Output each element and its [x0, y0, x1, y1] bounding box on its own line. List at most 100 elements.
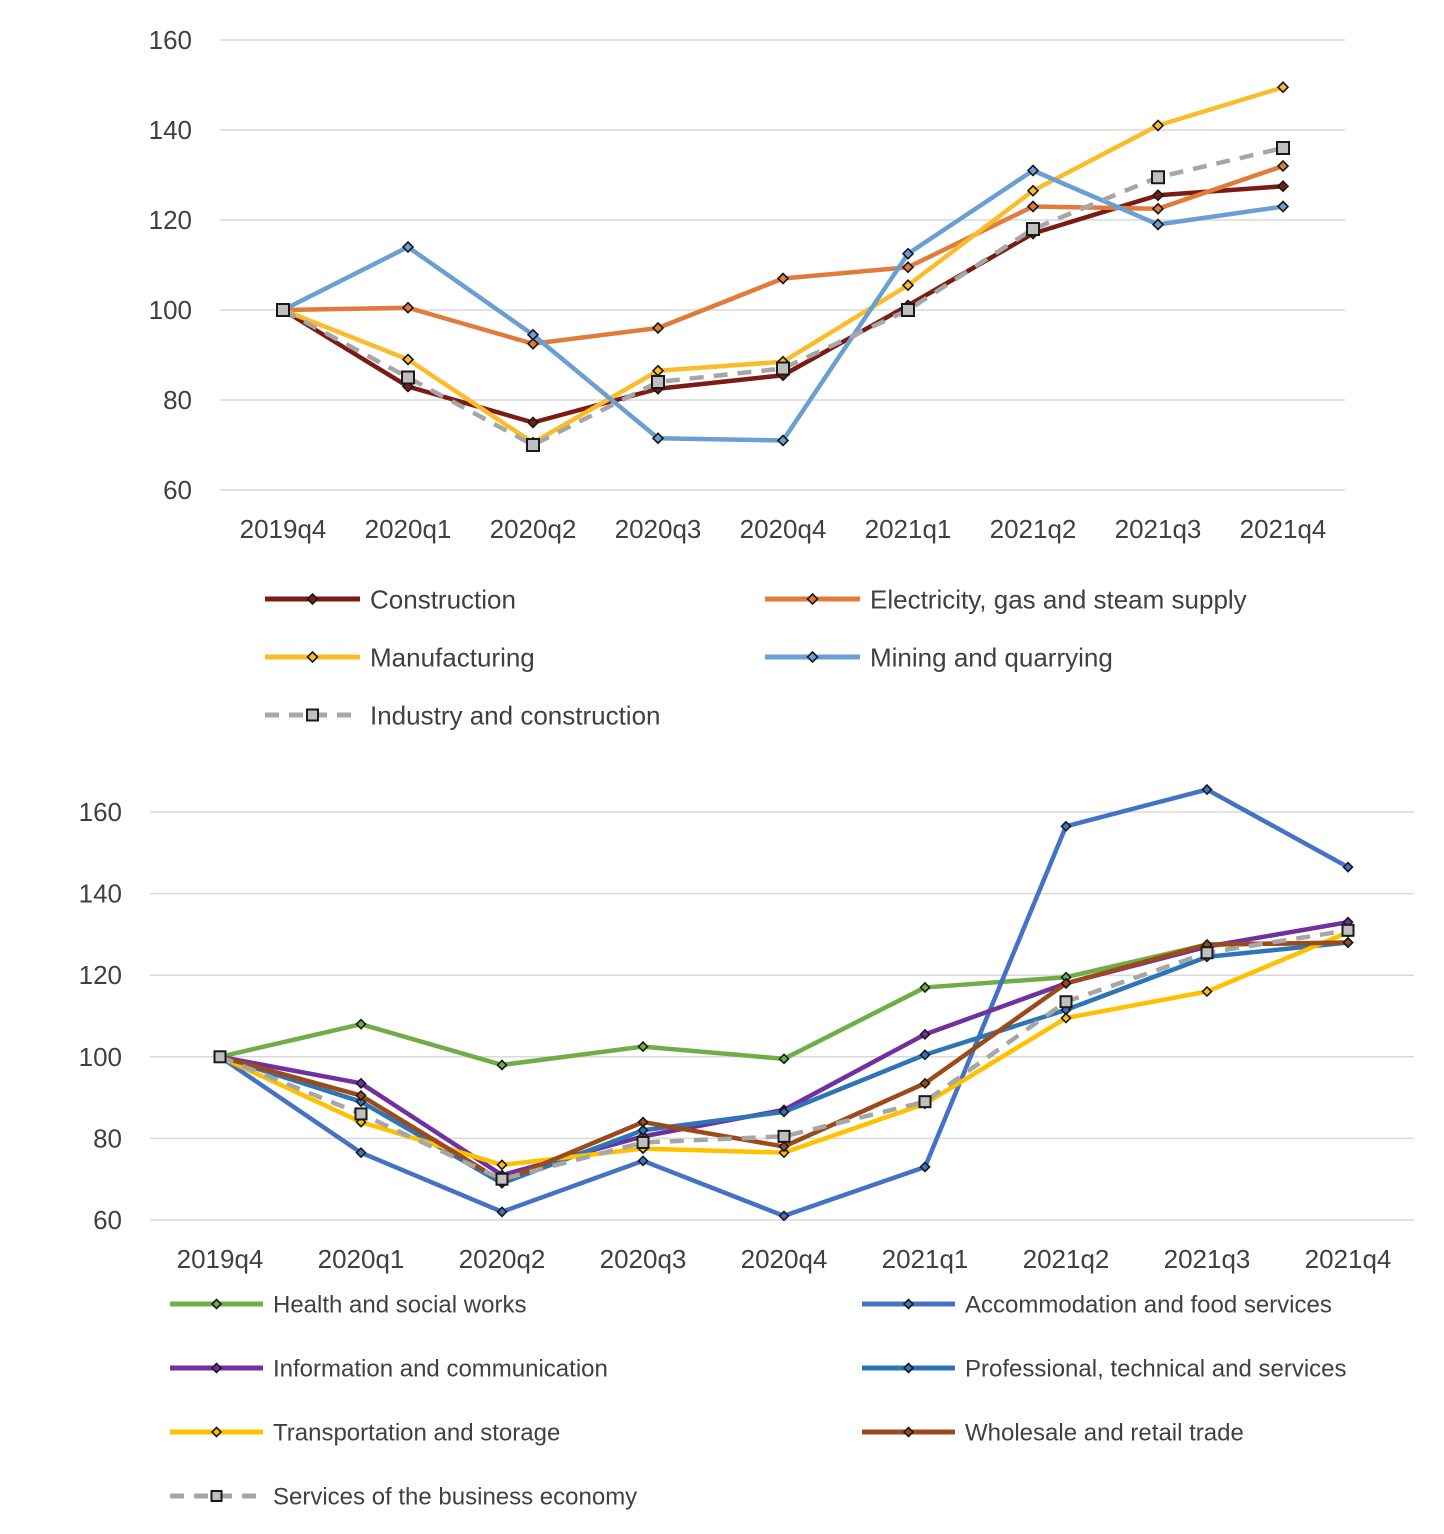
y-tick-label: 100: [79, 1042, 122, 1072]
data-point: [1060, 820, 1072, 832]
data-point: [777, 1129, 791, 1143]
data-point: [1151, 202, 1165, 215]
data-point: [637, 1116, 649, 1128]
data-point: [1151, 218, 1165, 231]
x-tick-label: 2021q2: [1023, 1244, 1110, 1274]
data-point: [919, 1028, 931, 1040]
data-point: [651, 321, 665, 335]
y-tick-label: 60: [163, 475, 192, 505]
data-point: [401, 370, 415, 385]
series-electricity-gas-and-steam-supply: [276, 159, 1290, 350]
x-tick-label: 2021q3: [1115, 514, 1202, 544]
data-point: [778, 1140, 790, 1153]
series-industry-and-construction: [276, 141, 1290, 452]
legend-item-health-and-social-works: Health and social works: [170, 1292, 526, 1319]
legend-item-industry-and-construction: Industry and construction: [265, 700, 661, 730]
legend-marker: [306, 592, 319, 606]
y-tick-label: 80: [93, 1123, 122, 1153]
legend-marker: [902, 1298, 915, 1310]
data-point: [526, 328, 540, 341]
data-point: [1026, 184, 1040, 197]
x-tick-label: 2019q4: [177, 1244, 264, 1274]
legend-label: Construction: [370, 584, 516, 614]
data-point: [776, 272, 790, 285]
data-point: [1201, 985, 1213, 998]
data-point: [901, 261, 915, 274]
legend-marker: [806, 650, 819, 664]
legend-item-professional-technical-and-services: Professional, technical and services: [862, 1356, 1347, 1383]
data-point: [1341, 923, 1355, 937]
data-point: [1059, 995, 1073, 1009]
y-tick-label: 100: [149, 295, 192, 325]
data-point: [496, 1206, 508, 1218]
y-tick-label: 140: [149, 115, 192, 145]
x-tick-label: 2020q3: [615, 514, 702, 544]
data-point: [776, 434, 790, 447]
data-point: [1276, 159, 1290, 173]
data-point: [651, 375, 665, 389]
data-point: [778, 1106, 790, 1118]
data-point: [919, 1077, 931, 1089]
legend-item-accommodation-and-food-services: Accommodation and food services: [862, 1292, 1332, 1319]
data-point: [354, 1107, 368, 1121]
legend-item-mining-and-quarrying: Mining and quarrying: [765, 642, 1113, 672]
legend-marker: [210, 1362, 223, 1374]
data-point: [1276, 81, 1290, 94]
data-point: [1276, 200, 1290, 213]
data-point: [1026, 200, 1040, 213]
legend-item-electricity-gas-and-steam-supply: Electricity, gas and steam supply: [765, 584, 1247, 614]
data-point: [526, 416, 540, 429]
data-point: [778, 1147, 790, 1159]
y-tick-label: 120: [79, 960, 122, 990]
legend-label: Transportation and storage: [273, 1420, 560, 1447]
data-point: [526, 438, 540, 452]
x-tick-label: 2020q3: [600, 1244, 687, 1274]
legend-item-information-and-communication: Information and communication: [170, 1356, 608, 1383]
data-point: [1151, 119, 1165, 132]
legend: Construction Electricity, gas and steam s…: [265, 584, 1247, 730]
data-point: [651, 432, 665, 445]
chart-2: 60 80 100 120 140 160 2019q4 2020q1 2020q2 2020q3…: [79, 783, 1414, 1511]
data-point: [355, 1018, 367, 1030]
x-tick-label: 2020q1: [365, 514, 452, 544]
data-point: [919, 981, 931, 994]
data-point: [637, 1155, 649, 1167]
data-point: [496, 1059, 508, 1071]
legend: Health and social works Accommodation and…: [170, 1292, 1347, 1511]
data-point: [526, 337, 540, 350]
legend-item-construction: Construction: [265, 584, 516, 614]
legend-marker: [806, 592, 819, 606]
y-tick-label: 160: [79, 797, 122, 827]
data-point: [401, 353, 415, 366]
data-point: [213, 1050, 227, 1064]
data-point: [901, 247, 915, 260]
x-tick-label: 2021q1: [882, 1244, 969, 1274]
legend-item-wholesale-and-retail-trade: Wholesale and retail trade: [862, 1420, 1244, 1447]
data-point: [1276, 180, 1290, 193]
data-point: [637, 1124, 649, 1136]
y-tick-label: 60: [93, 1205, 122, 1235]
legend-marker: [902, 1362, 915, 1374]
legend-label: Accommodation and food services: [965, 1292, 1332, 1319]
data-point: [636, 1135, 650, 1149]
legend-label: Health and social works: [273, 1292, 526, 1319]
legend-label: Industry and construction: [370, 700, 661, 730]
series-construction: [276, 180, 1290, 429]
data-point: [1060, 977, 1072, 989]
data-point: [495, 1172, 509, 1186]
legend-label: Wholesale and retail trade: [965, 1420, 1244, 1447]
x-tick-label: 2021q4: [1305, 1244, 1392, 1274]
data-point: [778, 1210, 790, 1222]
y-tick-label: 140: [79, 879, 122, 909]
gridlines: [150, 811, 1414, 1221]
legend-item-transportation-and-storage: Transportation and storage: [170, 1420, 560, 1447]
x-tick-label: 2020q4: [741, 1244, 828, 1274]
x-tick-label: 2019q4: [240, 514, 327, 544]
data-point: [276, 303, 290, 317]
x-tick-label: 2021q3: [1164, 1244, 1251, 1274]
data-point: [919, 1049, 931, 1061]
data-point: [919, 1161, 931, 1173]
x-tick-label: 2021q4: [1240, 514, 1327, 544]
legend-marker: [306, 650, 319, 664]
x-tick-label: 2020q4: [740, 514, 827, 544]
